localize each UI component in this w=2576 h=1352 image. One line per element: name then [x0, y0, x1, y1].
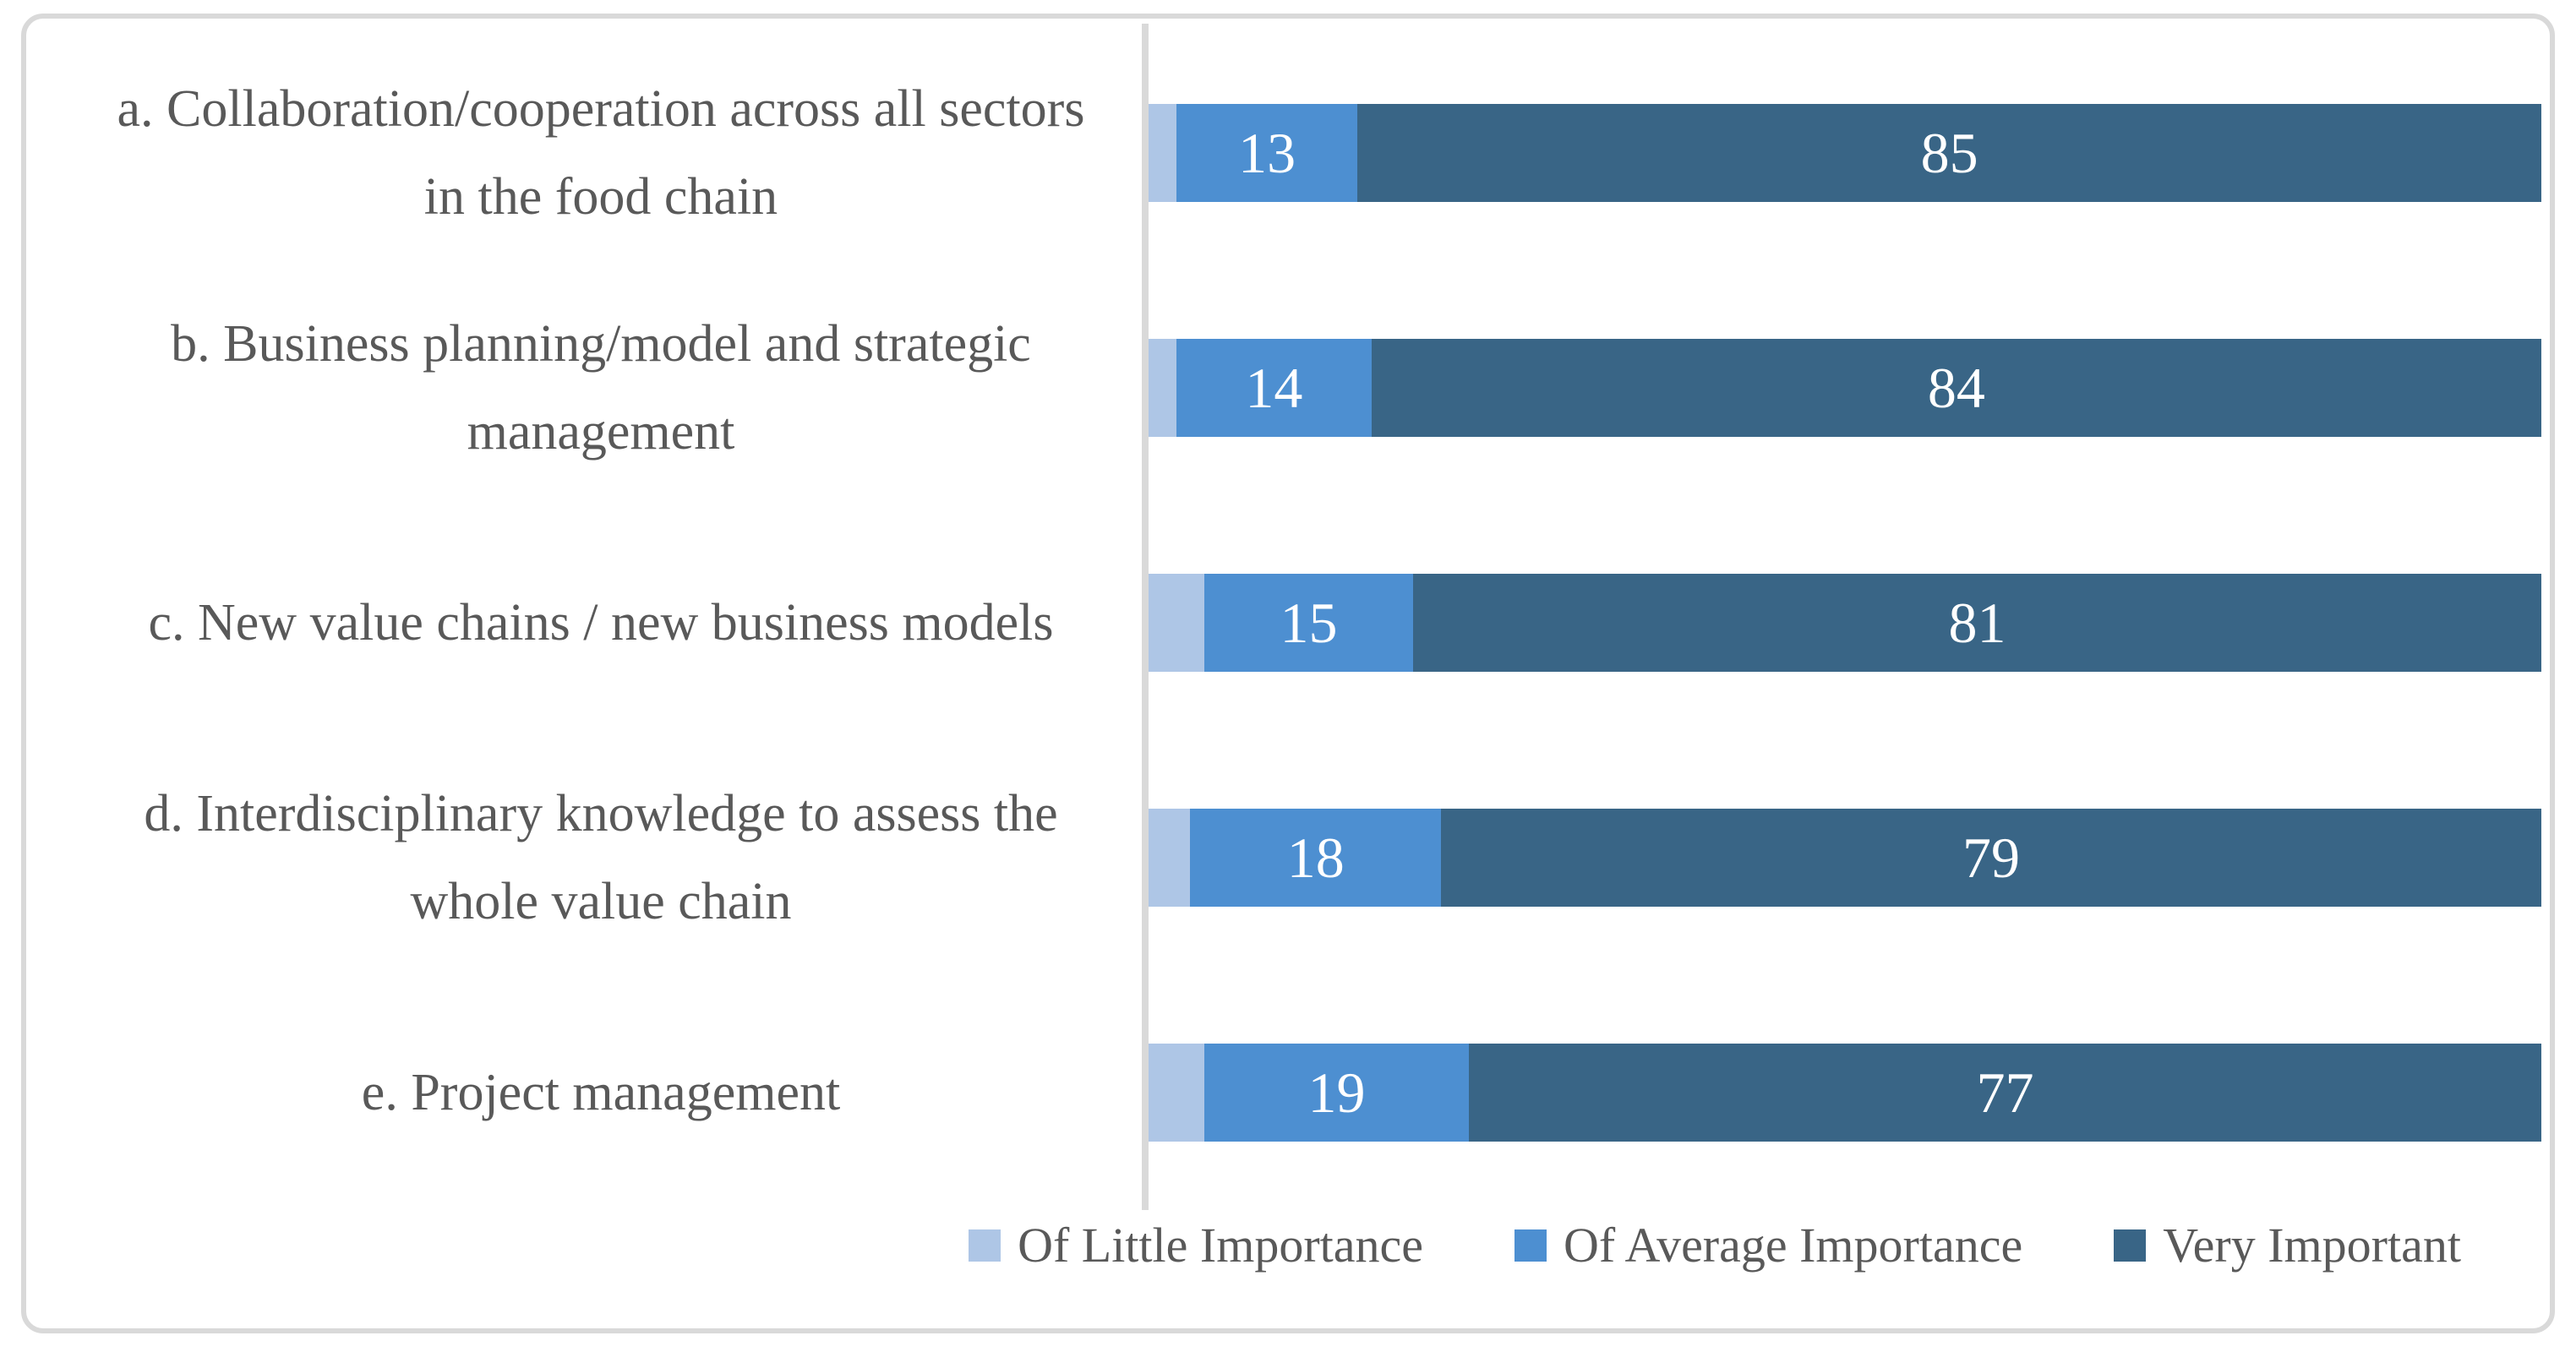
- segment-value-label: 79: [1962, 826, 2021, 890]
- bar-segment-very-important: 77: [1469, 1044, 2541, 1142]
- bar-segment-very-important: 81: [1413, 574, 2541, 672]
- chart-frame: a. Collaboration/cooperation across all …: [21, 14, 2555, 1333]
- segment-value-label: 14: [1245, 356, 1303, 420]
- bar-track: 15 81: [1149, 574, 2541, 672]
- legend-marker: [1514, 1229, 1547, 1262]
- legend-label: Very Important: [2163, 1218, 2461, 1273]
- category-label: e. Project management: [361, 1064, 841, 1121]
- category-label: c. New value chains / new business model…: [148, 594, 1054, 651]
- legend-marker: [2114, 1229, 2147, 1262]
- chart-row: b. Business planning/model and strategic…: [52, 270, 2541, 505]
- bar-track: 14 84: [1149, 339, 2541, 437]
- plot-area: a. Collaboration/cooperation across all …: [26, 19, 2550, 1210]
- chart-row: a. Collaboration/cooperation across all …: [52, 35, 2541, 270]
- bar-segment-of-average-importance: 18: [1190, 809, 1442, 907]
- legend-label: Of Little Importance: [1018, 1218, 1423, 1273]
- segment-value-label: 77: [1976, 1060, 2034, 1125]
- segment-value-label: 19: [1307, 1060, 1366, 1125]
- stacked-bar: 18 79: [1149, 809, 2541, 907]
- bar-segment-of-little-importance: [1149, 104, 1176, 202]
- bar-segment-of-little-importance: [1149, 1044, 1204, 1142]
- y-axis-line: [1142, 24, 1149, 1210]
- stacked-bar: 14 84: [1149, 339, 2541, 437]
- segment-value-label: 85: [1920, 121, 1978, 185]
- stacked-bar: 13 85: [1149, 104, 2541, 202]
- legend-item: Very Important: [2114, 1218, 2461, 1273]
- chart-row: d. Interdisciplinary knowledge to assess…: [52, 740, 2541, 975]
- chart-row: e. Project management 19 77: [52, 975, 2541, 1210]
- legend-marker: [969, 1229, 1001, 1262]
- bar-track: 19 77: [1149, 1044, 2541, 1142]
- bar-segment-of-average-importance: 14: [1176, 339, 1372, 437]
- bar-track: 13 85: [1149, 104, 2541, 202]
- legend-label: Of Average Importance: [1563, 1218, 2023, 1273]
- segment-value-label: 81: [1948, 591, 2006, 655]
- bar-segment-very-important: 85: [1357, 104, 2541, 202]
- category-label: a. Collaboration/cooperation across all …: [117, 80, 1085, 226]
- bar-segment-of-average-importance: 19: [1203, 1044, 1470, 1142]
- bar-segment-of-little-importance: [1149, 574, 1204, 672]
- bar-segment-very-important: 79: [1441, 809, 2541, 907]
- bar-segment-of-average-importance: 13: [1176, 104, 1358, 202]
- segment-value-label: 18: [1286, 826, 1345, 890]
- legend-item: Of Little Importance: [969, 1218, 1423, 1273]
- chart-row: c. New value chains / new business model…: [52, 505, 2541, 740]
- category-label: b. Business planning/model and strategic…: [171, 315, 1031, 461]
- bar-segment-of-little-importance: [1149, 339, 1176, 437]
- bar-segment-of-little-importance: [1149, 809, 1191, 907]
- category-label: d. Interdisciplinary knowledge to assess…: [144, 785, 1058, 930]
- segment-value-label: 15: [1280, 591, 1338, 655]
- segment-value-label: 84: [1927, 356, 1985, 420]
- stacked-bar: 19 77: [1149, 1044, 2541, 1142]
- legend-item: Of Average Importance: [1514, 1218, 2022, 1273]
- legend: Of Little Importance Of Average Importanc…: [26, 1210, 2550, 1337]
- stacked-bar: 15 81: [1149, 574, 2541, 672]
- bar-segment-of-average-importance: 15: [1203, 574, 1414, 672]
- bar-segment-very-important: 84: [1371, 339, 2541, 437]
- bar-track: 18 79: [1149, 809, 2541, 907]
- segment-value-label: 13: [1238, 121, 1296, 185]
